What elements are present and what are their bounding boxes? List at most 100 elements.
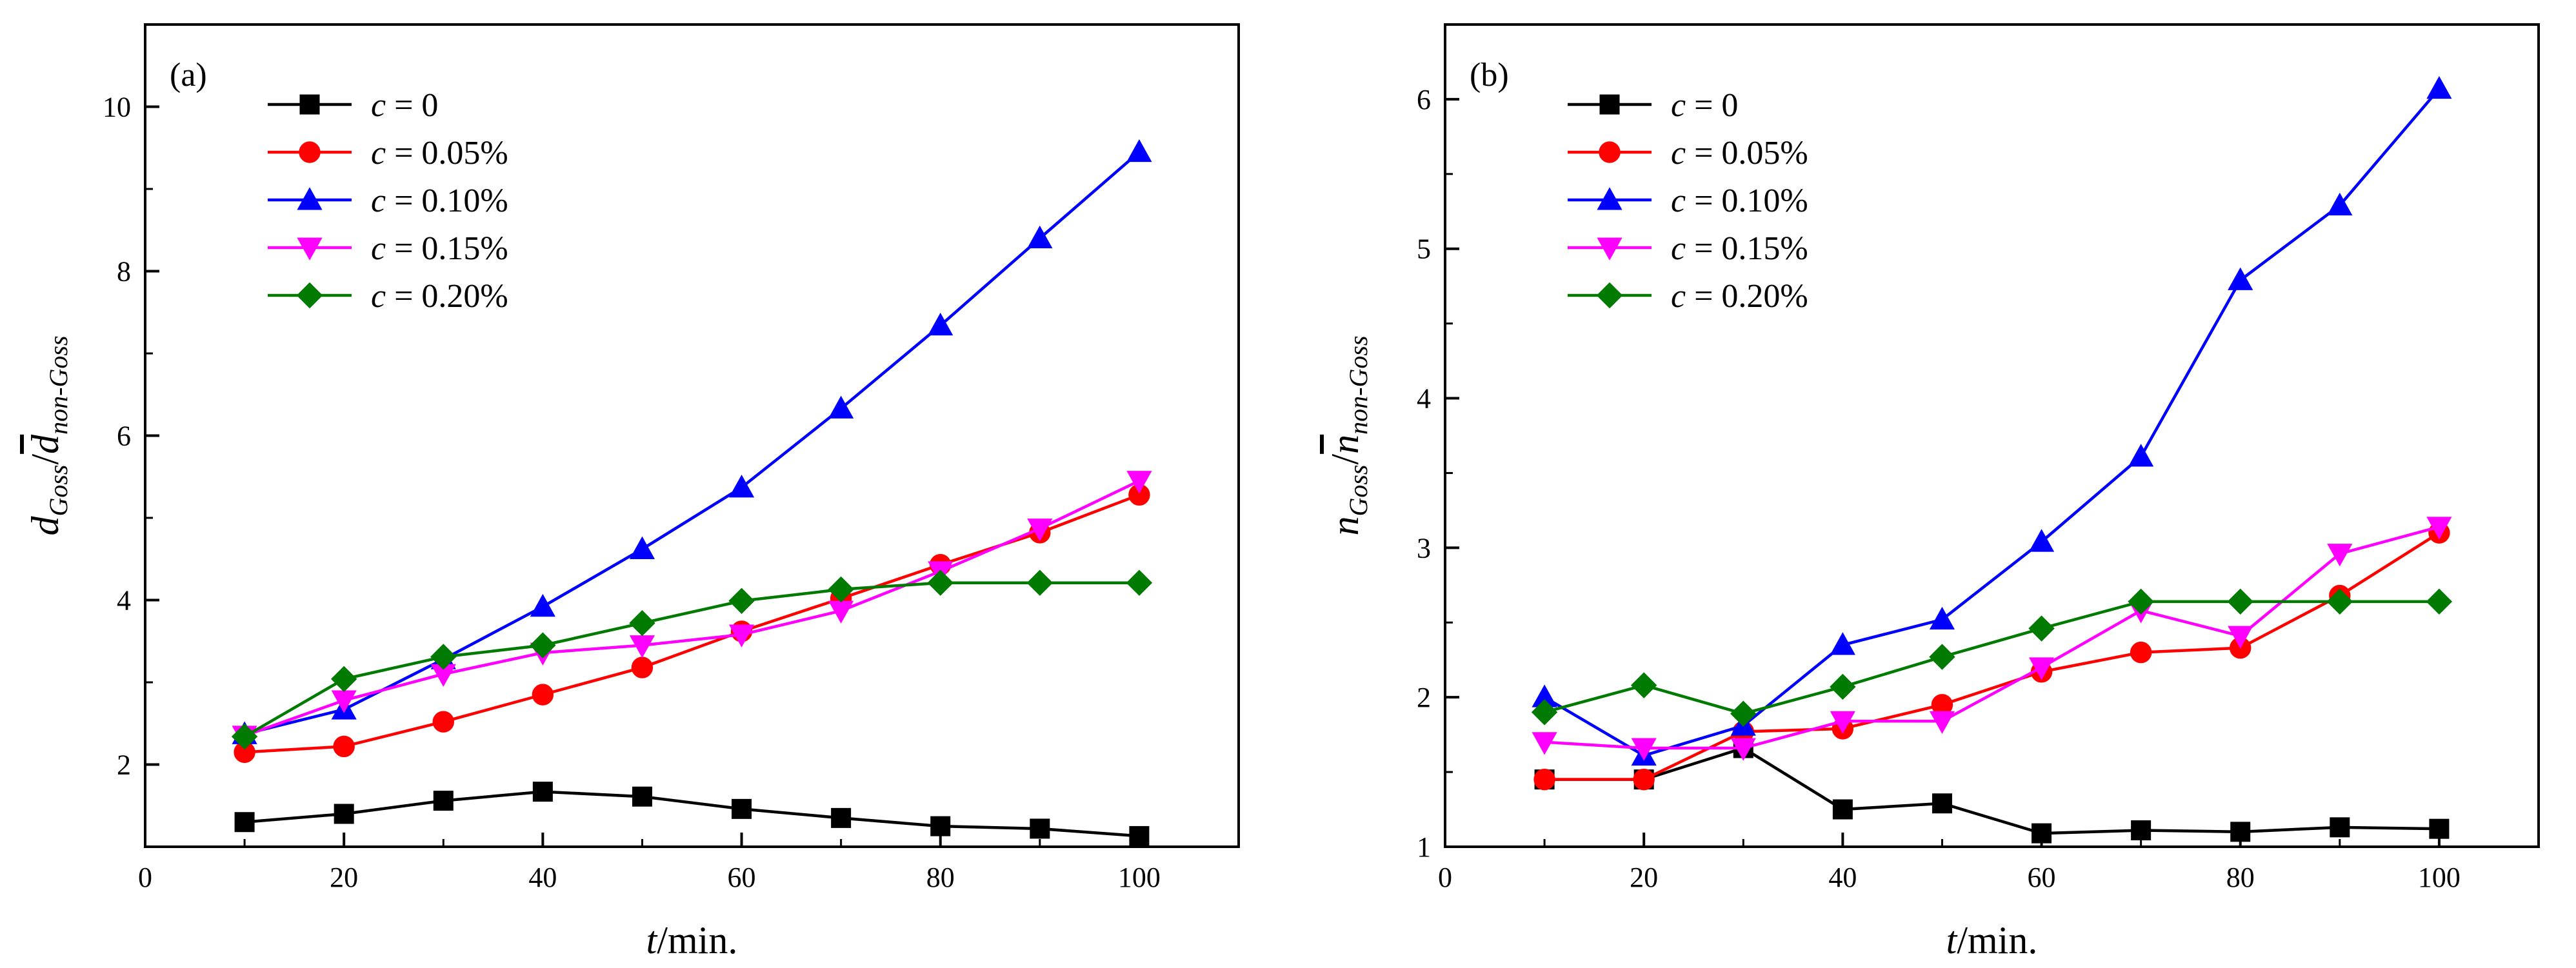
- chart-panel-a: 0 20 40 60 80 100 2 4 6 8 10 t/min. dGoss/dnon-Goss (…: [24, 23, 1240, 962]
- data-point: [2128, 588, 2154, 615]
- plot-frame: [1444, 23, 2540, 848]
- data-point: [1929, 711, 1955, 735]
- legend-label: c = 0.15%: [1671, 230, 1808, 267]
- legend-item: c = 0: [268, 87, 438, 124]
- data-point: [1026, 569, 1053, 596]
- legend-label: c = 0.05%: [371, 135, 508, 172]
- x-tick-label: 20: [330, 862, 358, 893]
- series-2: [1533, 522, 2450, 791]
- legend: c = 0 c = 0.05% c = 0.10% c = 0.15% c = 0.20…: [268, 87, 508, 315]
- data-point: [2330, 817, 2350, 838]
- legend-item: c = 0.10%: [1568, 183, 1808, 219]
- data-point: [728, 588, 755, 614]
- data-point: [1730, 738, 1756, 761]
- series-line: [1544, 746, 2439, 835]
- series-5: [1531, 588, 2453, 727]
- y-axis-title: nGoss/nnon-Goss: [1324, 335, 1373, 535]
- data-point: [1129, 825, 1150, 846]
- legend-marker: [299, 94, 320, 115]
- chart-panel-b: 0 20 40 60 80 100 1 2 3 4 5 6 t/min. nGoss/nnon-Goss (…: [1324, 23, 2540, 962]
- data-point: [2227, 588, 2253, 615]
- legend: c = 0 c = 0.05% c = 0.10% c = 0.15% c = 0.20…: [1568, 87, 1808, 315]
- data-point: [2228, 267, 2253, 290]
- data-point: [2426, 588, 2453, 615]
- data-point: [532, 782, 553, 802]
- data-point: [2230, 822, 2251, 842]
- legend-item: c = 0.15%: [268, 230, 508, 267]
- series-2: [234, 484, 1150, 764]
- data-point: [234, 812, 255, 833]
- legend-label: c = 0.20%: [1671, 278, 1808, 315]
- data-point: [1929, 606, 1955, 630]
- series-line: [1543, 88, 2441, 758]
- legend-item: c = 0.05%: [268, 135, 508, 172]
- y-axis-title: dGoss/dnon-Goss: [24, 335, 73, 535]
- series-line: [244, 493, 1140, 754]
- legend-marker: [297, 187, 323, 210]
- data-point: [1830, 632, 1855, 655]
- data-point: [1126, 471, 1152, 494]
- data-point: [1533, 768, 1555, 791]
- data-point: [1830, 711, 1855, 735]
- y-tick-label: 2: [117, 749, 131, 781]
- y-tick-label: 4: [1417, 383, 1431, 415]
- legend-item: c = 0.05%: [1568, 135, 1808, 172]
- data-point: [1126, 569, 1153, 596]
- data-point: [632, 786, 652, 807]
- data-point: [2131, 820, 2152, 840]
- legend-item: c = 0.20%: [1568, 278, 1808, 315]
- data-point: [1832, 799, 1853, 820]
- legend-marker: [297, 237, 323, 261]
- y-tick-label: 6: [117, 420, 131, 452]
- x-tick-label: 40: [528, 862, 557, 893]
- series-line: [243, 581, 1139, 738]
- series-line: [244, 479, 1140, 737]
- y-tick-label: 10: [103, 92, 131, 123]
- legend-label: c = 0.15%: [371, 230, 508, 267]
- panel-label: (b): [1470, 57, 1509, 94]
- x-tick-label: 80: [926, 862, 955, 893]
- data-point: [2429, 818, 2450, 839]
- data-point: [2128, 444, 2154, 467]
- x-tick-label: 80: [2226, 862, 2255, 893]
- legend-item: c = 0.20%: [268, 278, 508, 315]
- data-point: [1027, 519, 1053, 542]
- y-tick-label: 5: [1417, 233, 1431, 265]
- data-point: [231, 723, 258, 750]
- series-line: [244, 790, 1140, 838]
- data-point: [1730, 700, 1757, 727]
- x-tick-label: 0: [1438, 862, 1452, 893]
- series-1: [1534, 738, 2450, 844]
- data-point: [2327, 192, 2353, 215]
- x-tick-label: 20: [1630, 862, 1658, 893]
- series-line: [244, 150, 1141, 736]
- data-point: [732, 798, 752, 819]
- data-point: [1633, 768, 1655, 791]
- series-3: [1532, 75, 2452, 766]
- data-point: [2426, 517, 2452, 540]
- y-tick-label: 3: [1417, 532, 1431, 564]
- data-point: [2228, 626, 2253, 649]
- data-point: [831, 807, 852, 828]
- legend-label: c = 0.05%: [1671, 135, 1808, 172]
- x-axis-title: t/min.: [1946, 919, 2038, 962]
- data-point: [828, 576, 854, 603]
- data-point: [432, 711, 454, 733]
- legend-item: c = 0.15%: [1568, 230, 1808, 267]
- data-point: [2028, 529, 2055, 552]
- data-point: [2326, 588, 2353, 615]
- data-point: [828, 395, 854, 419]
- series-line: [1544, 531, 2441, 781]
- legend-marker: [1599, 94, 1620, 115]
- x-axis-title: t/min.: [646, 919, 738, 962]
- legend-item: c = 0.10%: [268, 183, 508, 219]
- legend-marker: [1599, 141, 1621, 163]
- data-point: [530, 593, 555, 617]
- data-point: [330, 666, 357, 693]
- x-tick-label: 60: [2028, 862, 2056, 893]
- data-point: [629, 609, 655, 637]
- data-point: [333, 735, 355, 758]
- data-point: [433, 791, 454, 811]
- data-point: [1932, 793, 1952, 814]
- legend-label: c = 0.20%: [371, 278, 508, 315]
